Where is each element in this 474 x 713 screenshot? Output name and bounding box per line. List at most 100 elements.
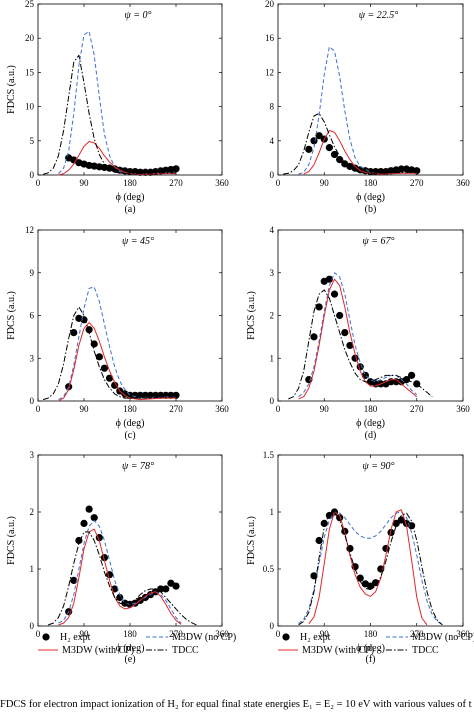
plot-frame: [277, 454, 464, 627]
x-tick-label: 0: [36, 629, 41, 639]
data-point-expt: [408, 371, 416, 379]
data-point-expt: [315, 132, 323, 140]
panel-title: ψ = 67°: [363, 236, 395, 247]
data-point-expt: [141, 391, 149, 399]
data-point-expt: [336, 514, 344, 522]
x-tick-label: 270: [169, 404, 183, 414]
data-point-expt: [346, 341, 354, 350]
x-tick-label: 90: [80, 629, 90, 639]
plot-frame: [37, 229, 223, 402]
x-tick-label: 360: [215, 629, 229, 639]
data-point-expt: [70, 576, 78, 585]
series-line-tdcc: [288, 289, 433, 400]
y-tick-label: 15: [25, 67, 35, 77]
x-tick-label: 90: [320, 178, 330, 188]
x-tick-label: 360: [215, 178, 229, 188]
data-point-expt: [392, 519, 400, 528]
x-tick-label: 0: [276, 178, 281, 188]
y-tick-label: 6: [30, 311, 35, 321]
data-point-expt: [330, 150, 339, 159]
series-line-tdcc: [283, 112, 417, 175]
x-axis-label: ϕ (deg): [356, 418, 385, 429]
chart-panel: 0 90 180 270 360 0 1 2 3 4 ϕ (deg) FDCS (a.u.) ψ = 6…: [246, 225, 470, 441]
y-tick-label: 3: [30, 353, 35, 363]
chart-panel: 0 90 180 270 360 0 5 10 15 20 25 ϕ (deg) FDCS (a.u.)…: [6, 0, 229, 215]
x-tick-label: 180: [364, 178, 378, 188]
y-tick-label: 1: [270, 507, 275, 517]
data-point-expt: [330, 290, 339, 298]
x-tick-label: 90: [320, 629, 330, 639]
x-tick-label: 270: [410, 404, 424, 414]
plot-frame: [37, 454, 223, 627]
legend-label-expt: H₂ expt: [60, 632, 91, 643]
data-point-expt: [172, 582, 180, 590]
panel-title: ψ = 0°: [125, 10, 152, 21]
panel-label: (c): [124, 430, 135, 441]
series-line-m3dw-no-cp: [58, 286, 176, 401]
y-tick-label: 20: [265, 0, 275, 9]
x-tick-label: 0: [36, 178, 41, 188]
data-point-expt: [80, 519, 88, 528]
y-tick-label: 0: [30, 396, 35, 406]
x-tick-label: 360: [456, 629, 470, 639]
panel-title: ψ = 22.5°: [359, 10, 398, 21]
y-axis-label: FDCS (a.u.): [6, 516, 17, 565]
data-point-expt: [310, 137, 318, 145]
x-tick-label: 180: [123, 629, 137, 639]
data-point-expt: [336, 156, 344, 164]
x-axis-label: ϕ (deg): [356, 643, 385, 654]
series-line-m3dw-no-cp: [58, 520, 182, 624]
data-point-expt: [90, 340, 98, 348]
x-tick-label: 270: [169, 629, 183, 639]
x-tick-label: 90: [80, 404, 90, 414]
x-tick-label: 270: [410, 629, 424, 639]
x-axis-label: ϕ (deg): [116, 192, 145, 203]
y-tick-label: 8: [270, 102, 275, 112]
panel-title: ψ = 45°: [122, 236, 154, 247]
data-point-expt: [136, 391, 144, 399]
y-tick-label: 0: [270, 621, 275, 631]
x-tick-label: 360: [215, 404, 229, 414]
legend-marker-expt: [282, 633, 290, 641]
figure-caption: FDCS for electron impact ionization of H…: [0, 699, 472, 710]
y-tick-label: 3: [270, 268, 275, 278]
y-tick-label: 0: [270, 170, 275, 180]
y-tick-label: 1: [30, 564, 35, 574]
y-tick-label: 20: [25, 33, 35, 43]
plot-frame: [277, 229, 464, 402]
series-line-tdcc: [48, 531, 197, 626]
series-line-tdcc: [298, 511, 443, 626]
data-point-expt: [315, 303, 323, 311]
chart-panel: 0 90 180 270 360 0 0.5 1 1.5 ϕ (deg) FDCS (a.u.) ψ …: [246, 450, 470, 665]
y-tick-label: 25: [25, 0, 35, 9]
series-line-m3dw-no-cp: [298, 511, 443, 626]
legend-label-withcp: M3DW (with CP): [302, 645, 374, 656]
y-tick-label: 2: [270, 311, 275, 321]
x-axis-label: ϕ (deg): [116, 643, 145, 654]
legend-marker-expt: [42, 633, 50, 641]
x-tick-label: 90: [320, 404, 330, 414]
x-axis-label: ϕ (deg): [356, 192, 385, 203]
panel-label: (b): [365, 204, 377, 215]
legend-label-tdcc: TDCC: [412, 645, 439, 656]
panel-title: ψ = 90°: [363, 461, 395, 472]
x-tick-label: 90: [80, 178, 90, 188]
x-tick-label: 180: [364, 404, 378, 414]
y-tick-label: 0.5: [263, 564, 275, 574]
data-point-expt: [325, 275, 333, 283]
data-point-expt: [100, 364, 109, 372]
plot-frame: [37, 3, 223, 176]
panel-label: (f): [366, 654, 376, 665]
y-tick-label: 12: [25, 225, 34, 235]
data-point-expt: [100, 554, 109, 562]
y-axis-label: FDCS (a.u.): [246, 291, 257, 340]
x-tick-label: 0: [276, 629, 281, 639]
y-tick-label: 0: [30, 621, 35, 631]
x-tick-label: 270: [169, 178, 183, 188]
y-tick-label: 12: [265, 67, 274, 77]
x-tick-label: 0: [36, 404, 41, 414]
series-line-m3dw-with-cp: [298, 278, 418, 400]
x-tick-label: 180: [364, 629, 378, 639]
y-tick-label: 5: [30, 136, 35, 146]
